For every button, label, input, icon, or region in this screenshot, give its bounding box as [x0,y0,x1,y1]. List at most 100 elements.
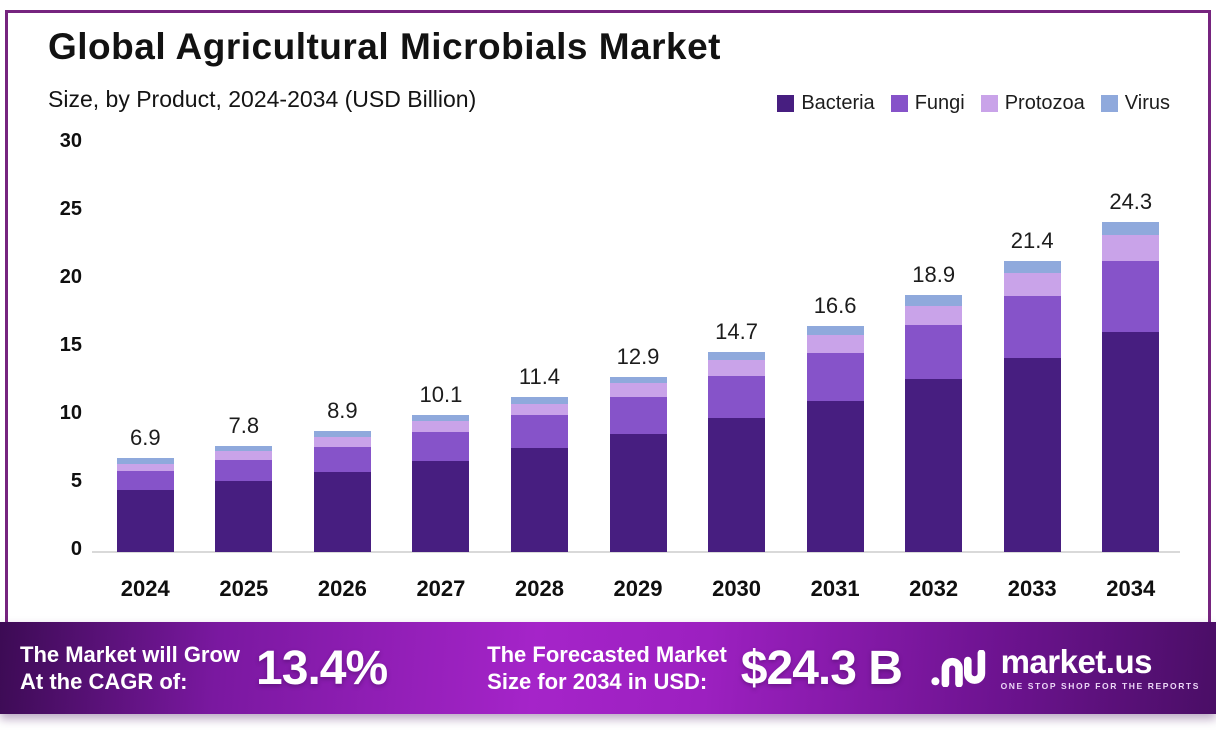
bar-segment-bacteria [1003,357,1061,552]
marketus-logo: market.us ONE STOP SHOP FOR THE REPORTS [930,645,1200,691]
bar-segment-protozoa [905,306,963,325]
bar-segment-virus [116,458,174,464]
bar-segment-fungi [313,446,371,473]
y-tick-label: 5 [70,470,82,492]
bar-segment-fungi [1003,295,1061,358]
bar-segment-protozoa [708,360,766,376]
x-tick-label: 2026 [317,576,367,601]
chart-legend: Bacteria Fungi Protozoa Virus [777,92,1170,115]
stacked-bar [116,458,174,552]
bar-total-label: 12.9 [616,343,660,369]
bar-segment-bacteria [313,472,371,552]
bar-total-label: 14.7 [715,319,758,345]
bar-group: 11.4 [490,120,589,552]
forecast-value: $24.3 B [740,641,903,695]
bar-segment-protozoa [806,335,864,353]
bar-segment-bacteria [116,490,174,552]
x-tick-label: 2028 [514,576,564,601]
bar-total-label: 6.9 [129,425,161,451]
bacteria-swatch-icon [777,95,795,112]
stacked-bar [708,352,766,552]
marketus-logo-icon [930,649,985,687]
bar-segment-fungi [412,432,470,461]
y-tick-label: 10 [59,402,82,424]
bar-segment-protozoa [313,437,371,447]
bar-segment-protozoa [1003,273,1061,296]
bar-group: 24.3 [1081,120,1180,552]
bar-segment-fungi [215,459,273,481]
stacked-bar [1102,221,1160,552]
y-tick-label: 15 [59,334,82,356]
bar-total-label: 8.9 [327,398,358,423]
bar-segment-virus [215,445,273,452]
x-axis-line [92,551,1180,553]
bar-segment-virus [510,397,568,405]
stacked-bar [609,376,667,552]
bar-segment-bacteria [806,401,864,552]
bar-segment-fungi [806,352,864,402]
x-tick-label: 2031 [810,576,860,601]
y-tick-label: 20 [59,266,82,288]
protozoa-swatch-icon [980,95,998,112]
stacked-bar [905,294,963,552]
x-tick-label: 2025 [219,576,269,601]
bar-segment-bacteria [215,480,273,552]
stacked-bar [510,397,568,552]
y-tick-label: 30 [59,130,82,152]
bar-group: 7.8 [195,120,294,552]
bar-total-label: 11.4 [518,364,561,389]
bar-total-label: 7.8 [228,412,260,438]
bar-segment-protozoa [1102,235,1160,261]
stacked-bar [313,431,371,552]
bar-segment-virus [412,414,470,422]
legend-label: Protozoa [1004,92,1085,114]
bar-segment-protozoa [510,404,568,415]
bottom-banner: The Market will Grow At the CAGR of: 13.… [0,622,1216,714]
bar-group: 21.4 [983,120,1082,552]
stacked-bar [1003,260,1061,552]
page-subtitle: Size, by Product, 2024-2034 (USD Billion… [48,86,477,112]
bar-segment-virus [806,326,864,336]
virus-swatch-icon [1100,95,1118,112]
logo-text: market.us ONE STOP SHOP FOR THE REPORTS [1001,645,1200,691]
bar-segment-bacteria [609,434,667,552]
bar-total-label: 21.4 [1010,227,1054,253]
x-tick-label: 2034 [1106,576,1156,601]
bar-group: 16.6 [786,120,885,552]
stacked-bar [215,445,273,552]
bar-segment-virus [313,431,371,438]
bar-segment-protozoa [609,383,667,397]
bar-segment-fungi [609,396,667,435]
bar-group: 6.9 [96,120,195,552]
legend-item-protozoa: Protozoa [980,92,1085,115]
bar-segment-virus [708,352,766,361]
x-tick-label: 2029 [613,576,663,601]
bar-segment-bacteria [510,447,568,552]
x-tick-label: 2033 [1007,576,1057,601]
bar-group: 18.9 [884,120,983,552]
stacked-bar [806,326,864,552]
legend-label: Bacteria [801,92,875,114]
bar-segment-bacteria [412,460,470,552]
forecast-label: The Forecasted Market Size for 2034 in U… [487,641,727,696]
x-tick-label: 2030 [712,576,762,601]
legend-label: Virus [1124,92,1170,114]
cagr-value: 13.4% [256,641,388,695]
forecast-label-line1: The Forecasted Market [487,641,727,667]
bar-segment-virus [1102,221,1160,236]
page-title: Global Agricultural Microbials Market [48,26,721,67]
bar-segment-protozoa [215,451,273,460]
bar-plot-area: 6.9 7.8 8.9 10.1 11.4 12.9 14.7 16.6 18.9 21.4 24.… [96,120,1180,552]
x-tick-label: 2032 [909,576,959,601]
bar-total-label: 10.1 [419,381,463,407]
bar-segment-bacteria [1102,331,1160,552]
bar-group: 10.1 [392,120,491,552]
bar-segment-protozoa [412,421,470,433]
bar-total-label: 18.9 [912,261,956,287]
x-axis-labels: 2024 2025 2026 2027 2028 2029 2030 2031 2032 2033… [96,576,1180,602]
y-tick-label: 0 [70,538,82,560]
forecast-label-line2: Size for 2034 in USD: [487,669,708,694]
legend-item-fungi: Fungi [890,92,965,115]
fungi-swatch-icon [890,95,908,112]
stacked-bar [412,414,470,552]
